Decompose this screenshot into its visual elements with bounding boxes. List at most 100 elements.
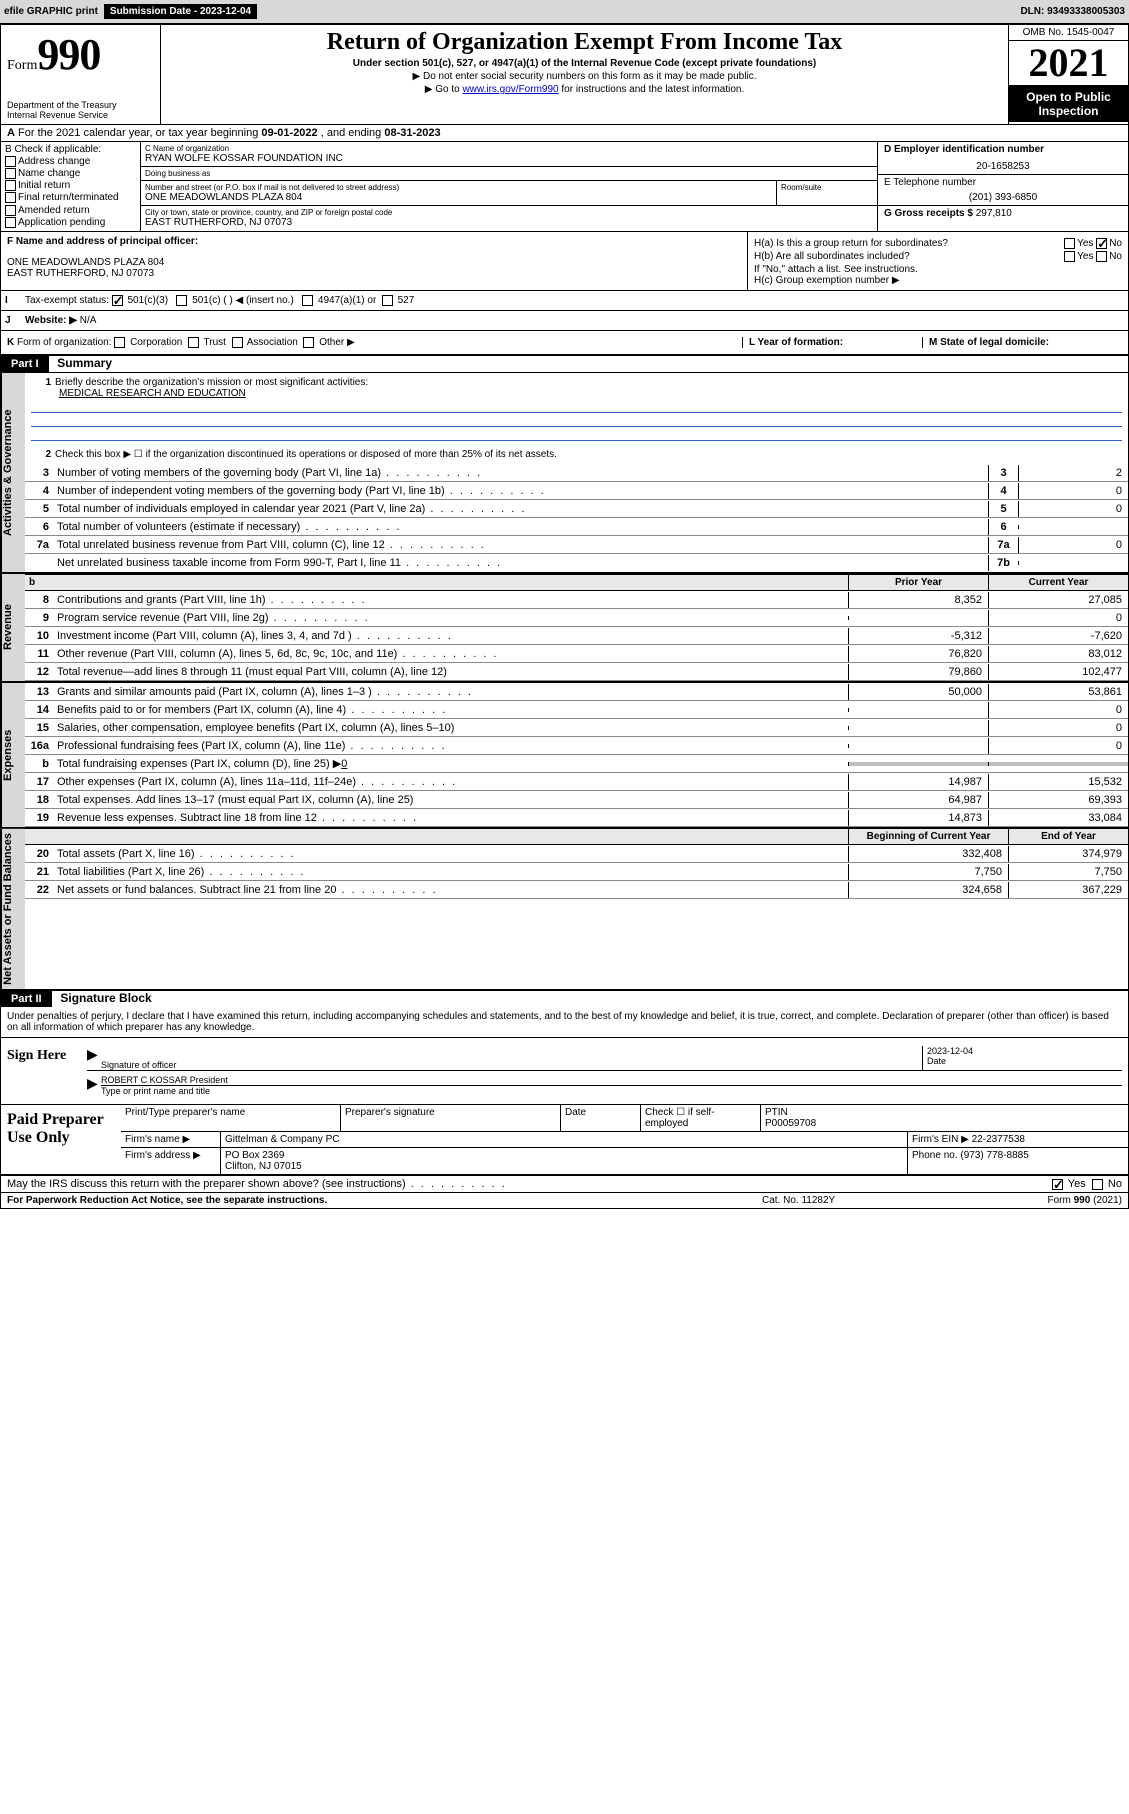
check-discuss-yes[interactable] [1052,1179,1063,1190]
c2: 367,229 [1008,882,1128,898]
n: 8 [25,592,53,608]
check-corp[interactable] [114,337,125,348]
gov-line-6: 6 Total number of volunteers (estimate i… [25,518,1128,536]
blue-line [31,413,1122,427]
d: Revenue less expenses. Subtract line 18 … [53,810,848,826]
blue-line [31,399,1122,413]
line-box: 7a [988,537,1018,553]
c2: 33,084 [988,810,1128,826]
check-address-change[interactable]: Address change [5,156,136,167]
form-subtitle: Under section 501(c), 527, or 4947(a)(1)… [167,58,1002,69]
line-box: 4 [988,483,1018,499]
line-val [1018,525,1128,529]
tax-year-begin: 09-01-2022 [261,127,317,139]
rev-line-9: 9Program service revenue (Part VIII, lin… [25,609,1128,627]
rev-line-8: 8Contributions and grants (Part VIII, li… [25,591,1128,609]
submission-date-field: Submission Date - 2023-12-04 [104,4,257,19]
mission-block: 1 Briefly describe the organization's mi… [25,373,1128,464]
submission-date: 2023-12-04 [200,6,251,17]
d: Other revenue (Part VIII, column (A), li… [53,646,848,662]
firm-addr-label: Firm's address ▶ [121,1148,221,1174]
desc-text: Total fundraising expenses (Part IX, col… [57,758,341,770]
form-ref: Form 990 (2021) [962,1195,1122,1206]
line-desc: Total unrelated business revenue from Pa… [53,537,988,553]
street-label: Number and street (or P.O. box if mail i… [145,183,772,192]
line-num: 4 [25,483,53,499]
line-num: 3 [25,465,53,481]
exp-line-13: 13Grants and similar amounts paid (Part … [25,683,1128,701]
date-label: Date [927,1056,1122,1066]
line-box: 6 [988,519,1018,535]
form-header: Form990 Department of the Treasury Inter… [1,25,1128,125]
form-990-logo: Form990 [7,29,154,80]
check-ha-yes[interactable] [1064,238,1075,249]
line-num: 7a [25,537,53,553]
c1-grey [848,762,988,766]
goto-pre: ▶ Go to [425,84,463,95]
label-b: B Check if applicable: [5,144,136,155]
firm-ein-label: Firm's EIN ▶ [912,1134,969,1145]
d: Salaries, other compensation, employee b… [53,720,848,736]
discuss-answer: Yes No [1052,1178,1122,1190]
c1: 324,658 [848,882,1008,898]
check-discuss-no[interactable] [1092,1179,1103,1190]
prep-header-row: Print/Type preparer's name Preparer's si… [121,1105,1128,1132]
check-assoc[interactable] [232,337,243,348]
dln-value: 93493338005303 [1047,6,1125,17]
efile-label: efile GRAPHIC print [4,6,98,17]
city-value: EAST RUTHERFORD, NJ 07073 [145,217,873,228]
check-hb-no[interactable] [1096,251,1107,262]
ptin-value: P00059708 [765,1118,1124,1129]
na-line-20: 20Total assets (Part X, line 16)332,4083… [25,845,1128,863]
check-label: Final return/terminated [18,193,119,204]
check-app-pending[interactable]: Application pending [5,217,136,228]
n: 20 [25,846,53,862]
c1: 8,352 [848,592,988,608]
room-label: Room/suite [781,183,873,192]
check-amended[interactable]: Amended return [5,205,136,216]
check-trust[interactable] [188,337,199,348]
check-hb-yes[interactable] [1064,251,1075,262]
header-current: Current Year [988,575,1128,590]
firm-addr1: PO Box 2369 [225,1150,903,1161]
check-527[interactable] [382,295,393,306]
check-other[interactable] [303,337,314,348]
check-name-change[interactable]: Name change [5,168,136,179]
check-501c3[interactable] [112,295,123,306]
label-m: M State of legal domicile: [929,337,1049,348]
h-name: Print/Type preparer's name [121,1105,341,1131]
c1 [848,616,988,620]
na-line-21: 21Total liabilities (Part X, line 26)7,7… [25,863,1128,881]
fundraising-total: 0 [341,758,347,770]
check-ha-no[interactable] [1096,238,1107,249]
check-initial-return[interactable]: Initial return [5,180,136,191]
ein-value: 20-1658253 [884,161,1122,172]
gov-line-7a: 7a Total unrelated business revenue from… [25,536,1128,554]
na-line-22: 22Net assets or fund balances. Subtract … [25,881,1128,899]
d: Total revenue—add lines 8 through 11 (mu… [53,664,848,680]
line-desc: Total number of individuals employed in … [53,501,988,517]
phone-label: E Telephone number [884,177,1122,188]
revenue-section: Revenue b Prior Year Current Year 8Contr… [1,572,1128,681]
city-label: City or town, state or province, country… [145,208,873,217]
firm-ein: 22-2377538 [972,1134,1025,1145]
row-a-tax-year: A For the 2021 calendar year, or tax yea… [1,125,1128,142]
label-i: I [1,291,21,310]
opt-trust: Trust [204,337,226,348]
check-final-return[interactable]: Final return/terminated [5,192,136,203]
dln-label: DLN: [1020,6,1044,17]
irs-link[interactable]: www.irs.gov/Form990 [462,84,558,95]
col-h-group: H(a) Is this a group return for subordin… [748,232,1128,290]
exp-line-18: 18Total expenses. Add lines 13–17 (must … [25,791,1128,809]
phone-value: (201) 393-6850 [884,192,1122,203]
ein-label: D Employer identification number [884,144,1122,155]
n: 14 [25,702,53,718]
check-4947[interactable] [302,295,313,306]
side-governance: Activities & Governance [1,373,25,572]
gov-line-5: 5 Total number of individuals employed i… [25,500,1128,518]
form-ref-bold: 990 [1074,1195,1091,1206]
c1: 50,000 [848,684,988,700]
prep-phone-label: Phone no. [912,1150,958,1161]
footer-row: For Paperwork Reduction Act Notice, see … [1,1193,1128,1208]
check-501c[interactable] [176,295,187,306]
